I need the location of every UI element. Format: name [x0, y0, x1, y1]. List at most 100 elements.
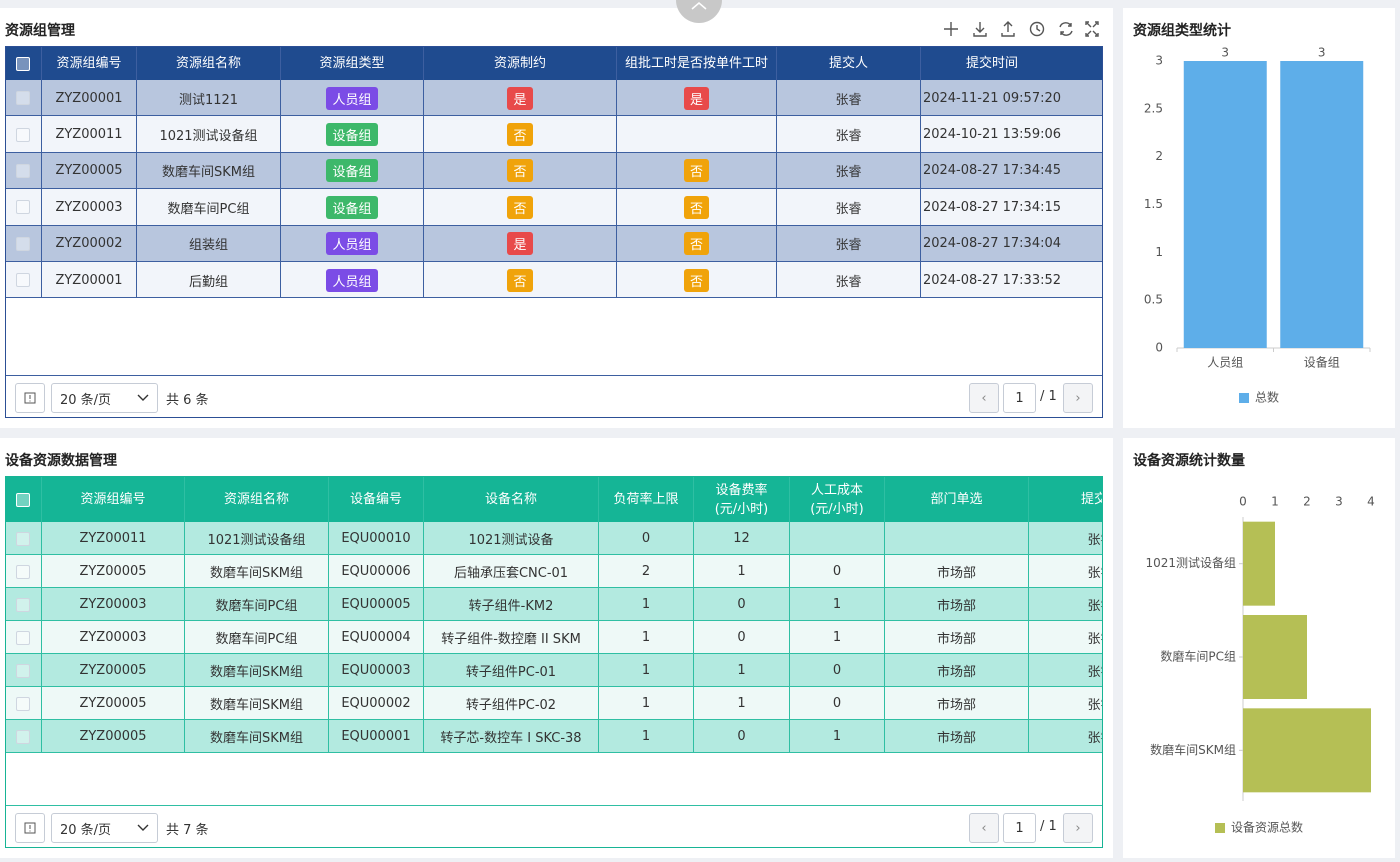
table-row	[6, 555, 1102, 588]
checkbox[interactable]	[16, 729, 30, 744]
table-cell: 市场部	[884, 687, 1028, 720]
cell-text: 数磨车间SKM组	[210, 698, 303, 713]
cell-text: 数磨车间PC组	[167, 201, 250, 217]
cell-text: 2024-10-21 13:59:06	[922, 127, 1062, 143]
table-cell: 设备组	[280, 116, 423, 153]
checkbox[interactable]	[16, 164, 30, 178]
table-cell: EQU00006	[328, 555, 423, 588]
toolbar[interactable]	[940, 18, 1110, 40]
tag: 否	[683, 268, 709, 292]
checkbox[interactable]	[16, 696, 30, 711]
settings-button[interactable]	[15, 383, 45, 413]
checkbox[interactable]	[16, 273, 30, 288]
table-cell: 0	[693, 621, 789, 654]
cell-text: 1	[737, 663, 746, 678]
header-cell: 资源组编号	[41, 477, 184, 522]
panel-title: 设备资源数据管理	[5, 453, 117, 469]
x-tick-label: 2	[1303, 495, 1311, 509]
checkbox[interactable]	[16, 597, 30, 612]
table-cell: 1	[789, 720, 884, 753]
cell-text: 1	[832, 630, 842, 645]
table-cell: 数磨车间PC组	[184, 588, 328, 621]
checkbox[interactable]	[16, 91, 30, 106]
cell-text: 2	[641, 564, 651, 579]
value-label: 3	[1318, 46, 1326, 60]
chart-title: 设备资源统计数量	[1133, 453, 1245, 469]
checkbox[interactable]	[16, 531, 30, 546]
y-tick-label: 1.5	[1144, 197, 1163, 211]
cell-text: 0	[832, 663, 842, 678]
checkbox[interactable]	[16, 630, 30, 645]
checkbox[interactable]	[16, 663, 30, 678]
table-cell: 市场部	[884, 720, 1028, 753]
table-cell: 市场部	[884, 555, 1028, 588]
table-cell: 2024-11-21 09:57:20	[920, 80, 1063, 117]
table-cell: 1	[789, 621, 884, 654]
checkbox[interactable]	[16, 492, 30, 507]
cell-text: 0	[737, 630, 746, 645]
table-cell: ZYZ00005	[41, 654, 184, 687]
table-cell: 数磨车间PC组	[136, 189, 280, 226]
cell-text: 2024-08-27 17:33:52	[922, 272, 1062, 288]
table-cell: 0	[693, 588, 789, 621]
next-button[interactable]: ›	[1063, 813, 1093, 843]
table-cell: 否	[616, 225, 776, 262]
header-cell: 提交人	[776, 47, 920, 80]
checkbox[interactable]	[16, 56, 30, 71]
header-text: 部门单选	[930, 492, 983, 507]
cell-text: 市场部	[936, 731, 976, 746]
cell-text: 数磨车间SKM组	[210, 566, 303, 581]
legend-label: 总数	[1255, 390, 1279, 405]
header-cell: 资源组编号	[41, 47, 136, 80]
table-cell: 1	[598, 720, 693, 753]
page-size-select[interactable]: 20 条/页	[51, 383, 158, 413]
checkbox[interactable]	[16, 200, 30, 215]
table-cell	[789, 522, 884, 555]
table-cell: EQU00010	[328, 522, 423, 555]
next-button[interactable]: ›	[1063, 383, 1093, 413]
cell-text: 转子组件PC-01	[465, 665, 557, 680]
table-cell: 1	[693, 687, 789, 720]
page-input[interactable]: 1	[1003, 813, 1036, 843]
bar	[1183, 61, 1267, 348]
table-cell: 否	[616, 152, 776, 190]
panel: 设备资源数据管理 资源组编号 资源组名称 设备编号 设备名称 负荷率上限 设备费率 (元/小…	[0, 438, 1113, 858]
table-cell: 转子组件PC-01	[423, 654, 598, 687]
tag: 设备组	[326, 159, 378, 183]
settings-button[interactable]	[15, 813, 45, 843]
table-row	[6, 152, 1102, 190]
cell-text: 转子组件PC-02	[465, 698, 557, 713]
checkbox[interactable]	[16, 236, 30, 251]
table-cell: 2024-08-27 17:34:15	[920, 189, 1063, 226]
table-cell: ZYZ00003	[41, 621, 184, 654]
checkbox[interactable]	[16, 564, 30, 579]
prev-button[interactable]: ‹	[969, 813, 999, 843]
cell-text: 测试1121	[178, 92, 239, 108]
table-cell: 转子组件PC-02	[423, 687, 598, 720]
tag: 设备组	[326, 195, 378, 219]
page-input[interactable]: 1	[1003, 383, 1036, 413]
collapse-button[interactable]	[676, 0, 722, 24]
tag: 是	[683, 86, 709, 110]
prev-button[interactable]: ‹	[969, 383, 999, 413]
cell-text: ZYZ00005	[79, 696, 147, 711]
cell-text: 2024-08-27 17:34:45	[922, 163, 1062, 179]
table-cell: 数磨车间SKM组	[184, 720, 328, 753]
y-tick-label: 2	[1155, 149, 1163, 163]
table-cell: 1021测试设备组	[184, 522, 328, 555]
page-size-select[interactable]: 20 条/页	[51, 813, 158, 843]
table-cell: 转子组件-数控磨 II SKM	[423, 621, 598, 654]
table-cell: 1021测试设备	[423, 522, 598, 555]
y-tick-label: 0	[1155, 341, 1163, 355]
pager-divider	[6, 375, 1102, 376]
table-cell: ZYZ00011	[41, 116, 136, 153]
checkbox[interactable]	[16, 127, 30, 142]
table-cell: EQU00001	[328, 720, 423, 753]
cell-text: 后轴承压套CNC-01	[453, 566, 569, 581]
table-cell: 数磨车间SKM组	[184, 654, 328, 687]
chart-title: 资源组类型统计	[1133, 23, 1231, 39]
table-cell: 设备组	[280, 189, 423, 226]
x-tick-label: 设备组	[1304, 356, 1340, 370]
table-cell: 人员组	[280, 225, 423, 262]
